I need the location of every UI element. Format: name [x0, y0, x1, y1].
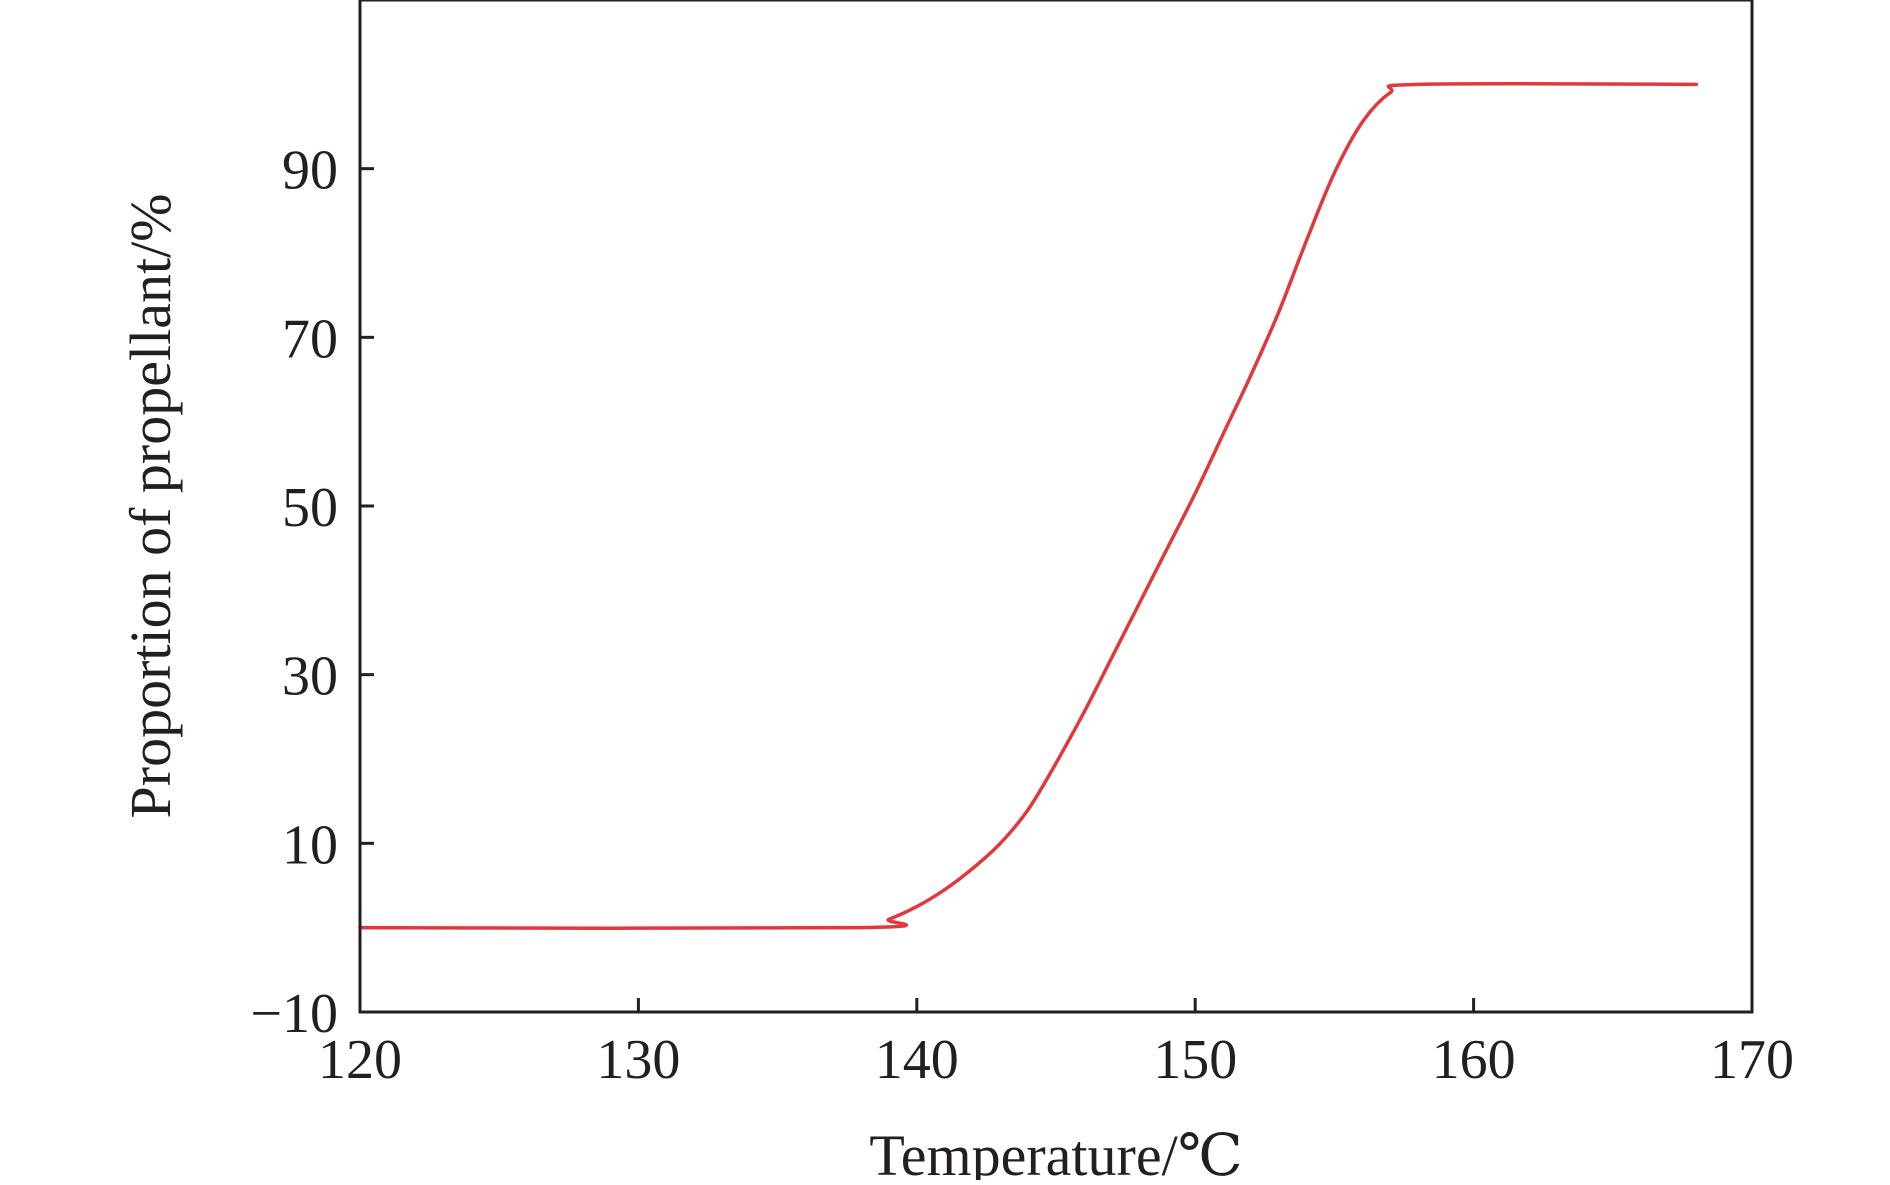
y-tick-label: 90 — [282, 140, 338, 202]
x-tick-label: 170 — [1710, 1029, 1794, 1091]
x-tick-label: 150 — [1153, 1029, 1237, 1091]
x-tick-label: 120 — [318, 1029, 402, 1091]
y-tick-label: 10 — [282, 814, 338, 876]
y-tick-labels: −10 10 30 50 70 90 — [250, 140, 338, 1045]
series-line — [358, 81, 1699, 931]
y-tick-label: −10 — [250, 983, 338, 1045]
x-tick-label: 140 — [875, 1029, 959, 1091]
x-tick-label: 160 — [1432, 1029, 1516, 1091]
x-tick-labels: 120 130 140 150 160 170 — [318, 1029, 1794, 1091]
y-tick-label: 70 — [282, 308, 338, 370]
plot-frame — [358, 0, 1754, 1014]
y-tick-label: 30 — [282, 646, 338, 708]
ticks-layer — [358, 167, 1754, 1014]
series-layer — [358, 81, 1699, 931]
x-axis-title: Temperature/℃ — [869, 1123, 1242, 1180]
x-tick-label: 130 — [596, 1029, 680, 1091]
y-axis-title: Proportion of propellant/% — [118, 193, 183, 818]
y-tick-label: 50 — [282, 477, 338, 539]
